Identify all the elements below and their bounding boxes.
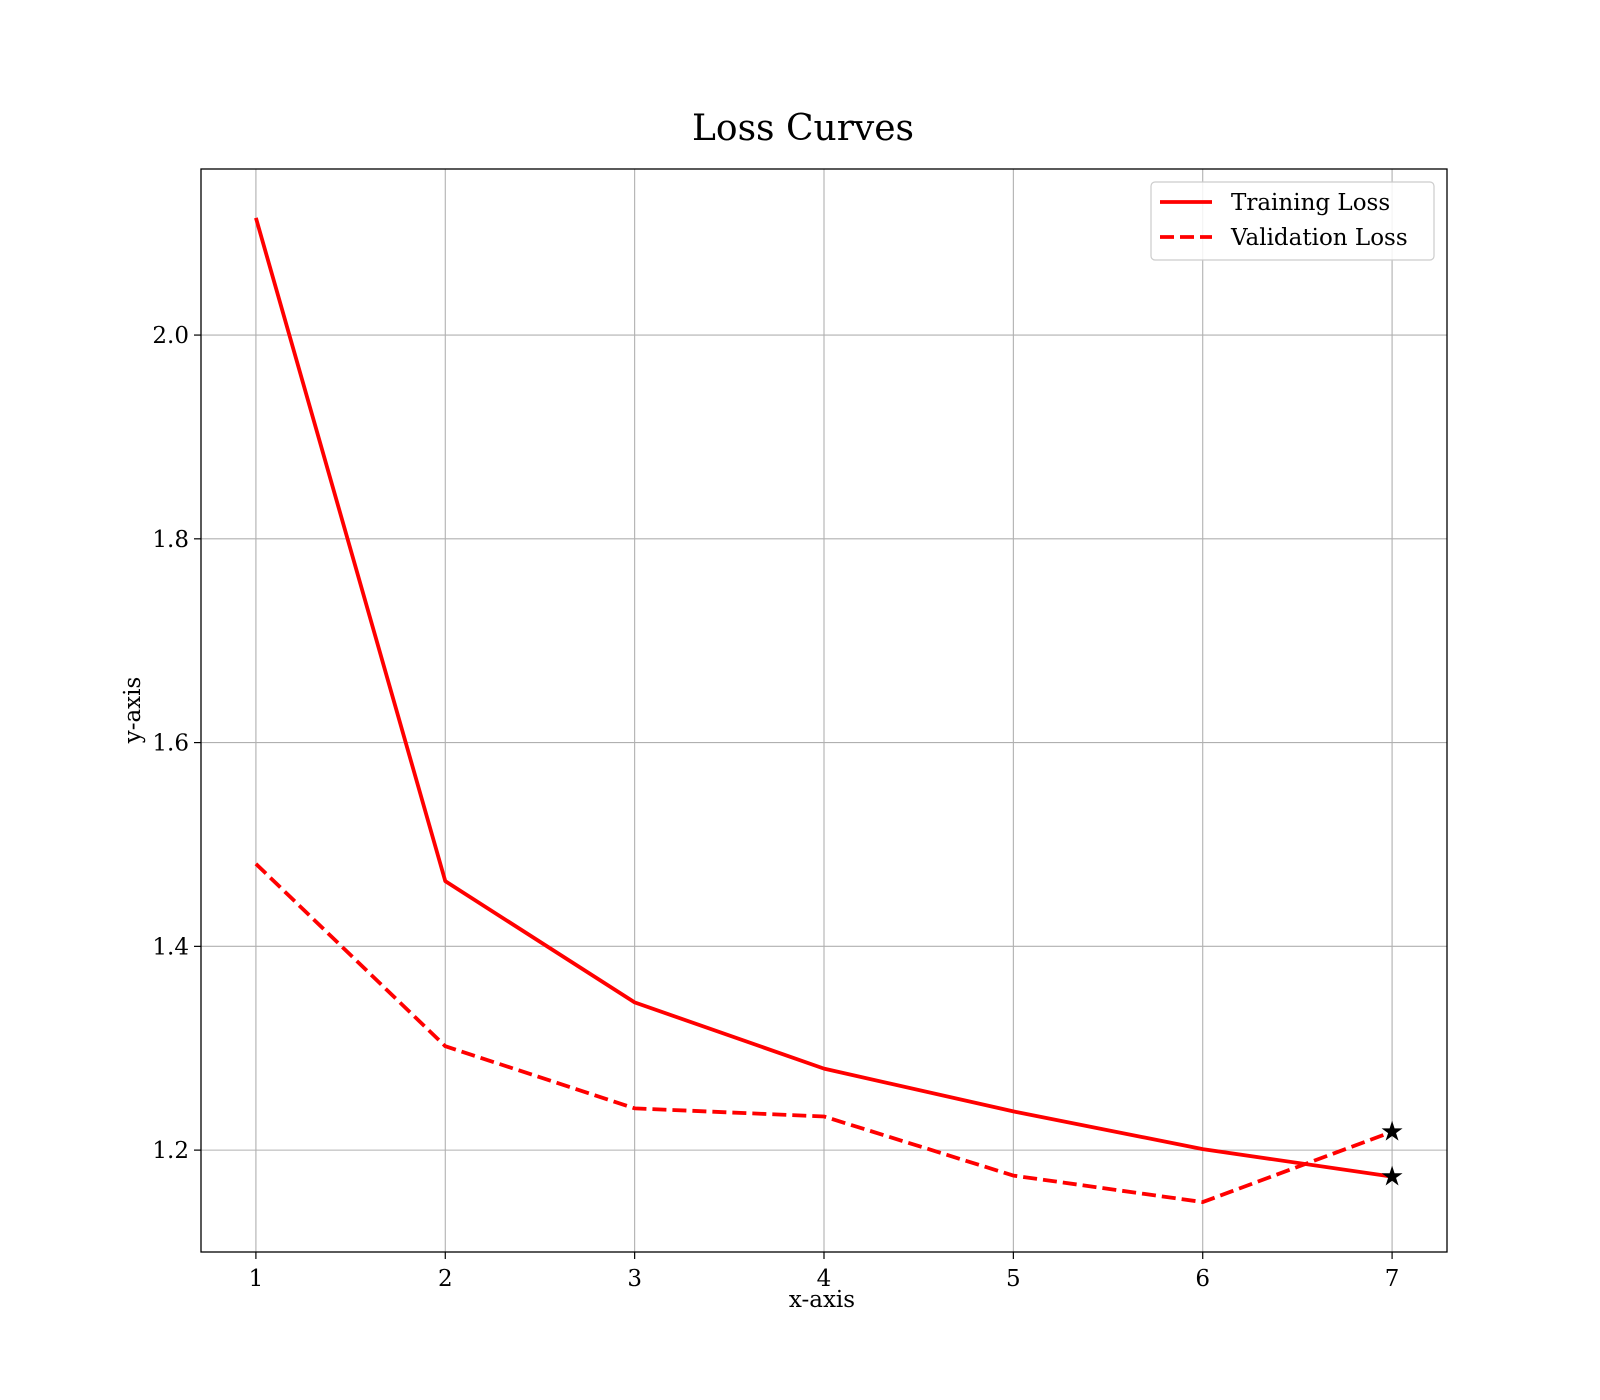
x-tick-label: 6: [1195, 1266, 1210, 1292]
ticks-group: 1 2 3 4 5 6 7 1.2 1.4 1.6 1.8 2.0: [152, 323, 1399, 1292]
star-marker: [1381, 1120, 1403, 1141]
markers-group: [1381, 1120, 1403, 1186]
legend-label: Training Loss: [1231, 190, 1390, 216]
star-marker: [1381, 1165, 1403, 1186]
x-tick-label: 3: [627, 1266, 642, 1292]
legend: Training Loss Validation Loss: [1150, 181, 1435, 261]
series-group: [254, 217, 1393, 1204]
x-tick-label: 5: [1006, 1266, 1021, 1292]
training-loss-line: [254, 217, 1393, 1179]
legend-box: [1150, 181, 1435, 261]
legend-label: Validation Loss: [1230, 225, 1408, 251]
x-tick-label: 4: [817, 1266, 832, 1292]
validation-loss-line: [254, 862, 1393, 1204]
x-tick-label: 1: [249, 1266, 264, 1292]
chart-title: Loss Curves: [692, 108, 914, 149]
grid: [201, 169, 1447, 1252]
x-tick-label: 2: [438, 1266, 453, 1292]
y-axis-label: y-axis: [120, 677, 146, 745]
y-tick-label: 1.6: [152, 731, 189, 757]
y-tick-label: 1.8: [152, 527, 189, 553]
x-axis-label: x-axis: [789, 1287, 855, 1313]
y-tick-label: 1.2: [152, 1138, 189, 1164]
x-tick-label: 7: [1385, 1266, 1400, 1292]
y-tick-label: 1.4: [152, 934, 189, 960]
y-tick-label: 2.0: [152, 323, 189, 349]
